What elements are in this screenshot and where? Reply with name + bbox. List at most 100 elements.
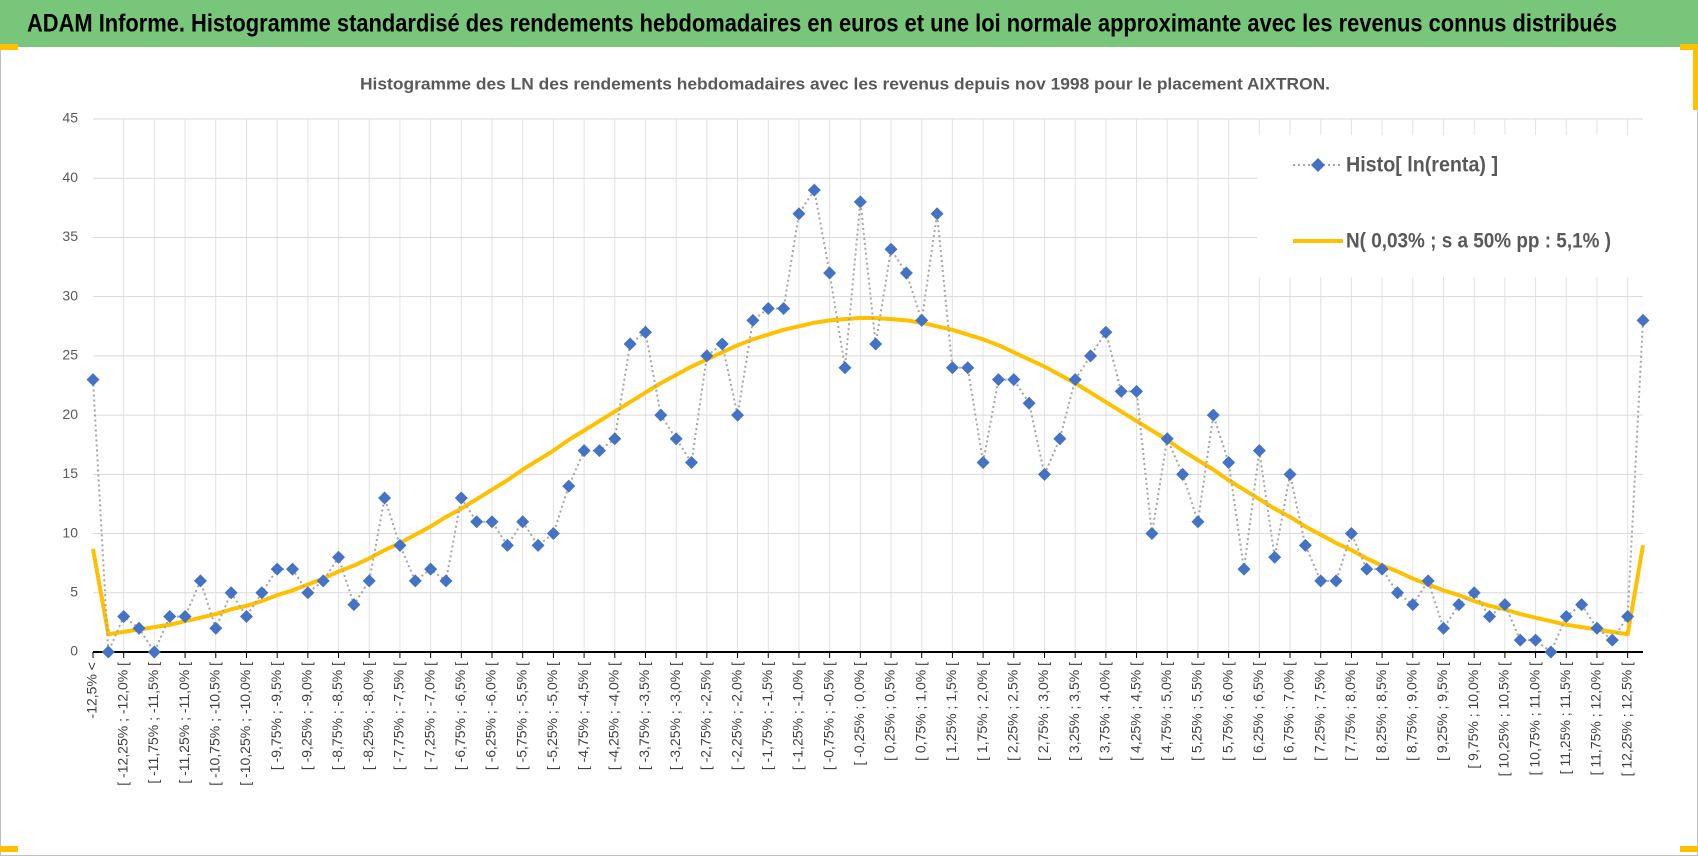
x-tick-label: [ -2,25% ; -2,0% [ [728,662,744,770]
data-point [1452,598,1466,612]
data-point [562,479,576,493]
x-tick-label: [ 10,25% ; 10,5% [ [1496,662,1512,777]
x-tick-label: [ 4,75% ; 5,0% [ [1158,662,1174,761]
page-title: ADAM Informe. Histogramme standardisé de… [27,10,1617,38]
x-tick-label: [ 5,75% ; 6,0% [ [1219,662,1235,761]
x-tick-label: [ -7,75% ; -7,5% [ [391,662,407,770]
x-tick-label: [ 2,75% ; 3,0% [ [1035,662,1051,761]
x-tick-label: [ -10,25% ; -10,0% [ [237,662,253,786]
y-tick-label: 0 [70,643,78,659]
data-point [1298,538,1312,552]
data-point [792,207,806,221]
x-tick-label: [ -4,25% ; -4,0% [ [605,662,621,770]
data-point [485,515,499,529]
data-point [1467,586,1481,600]
data-point [270,562,284,576]
x-tick-label: [ -6,75% ; -6,5% [ [452,662,468,770]
x-tick-label: [ 7,25% ; 7,5% [ [1311,662,1327,761]
data-point [255,586,269,600]
x-tick-label: [ -3,25% ; -3,0% [ [667,662,683,770]
data-point [546,527,560,541]
data-point [1283,467,1297,481]
x-tick-label: [ 8,75% ; 9,0% [ [1404,662,1420,761]
data-point [1037,467,1051,481]
x-tick-label: [ -4,75% ; -4,5% [ [575,662,591,770]
y-tick-label: 40 [62,169,78,185]
data-point [1160,432,1174,446]
x-tick-label: [ -8,75% ; -8,5% [ [329,662,345,770]
data-point [577,444,591,458]
data-point [1513,633,1527,647]
x-tick-label: [ 2,25% ; 2,5% [ [1004,662,1020,761]
x-tick-label: [ -11,25% ; -11,0% [ [176,662,192,784]
data-point [454,491,468,505]
data-point [1268,550,1282,564]
data-point [592,444,606,458]
data-point [1222,455,1236,469]
data-point [301,586,315,600]
data-point [1390,586,1404,600]
data-point [1421,574,1435,588]
x-tick-label: [ -8,25% ; -8,0% [ [360,662,376,770]
x-tick-label: [ 3,75% ; 4,0% [ [1097,662,1113,761]
data-point [101,645,115,659]
x-tick-label: [ -2,75% ; -2,5% [ [698,662,714,770]
x-tick-label: [ -12,25% ; -12,0% [ [114,662,130,786]
x-tick-label: [ 0,25% ; 0,5% [ [882,662,898,761]
corner [0,846,18,852]
y-tick-label: 25 [62,347,78,363]
x-tick-label: [ 12,25% ; 12,5% [ [1618,662,1634,777]
data-point [715,337,729,351]
data-point [117,609,131,623]
data-point [945,361,959,375]
x-tick-label: [ -11,75% ; -11,5% [ [145,662,161,784]
x-tick-label: [ 3,25% ; 3,5% [ [1066,662,1082,761]
x-tick-label: [ 1,25% ; 1,5% [ [943,662,959,761]
data-point [700,349,714,363]
data-point [1206,408,1220,422]
x-tick-label: [ -9,75% ; -9,5% [ [268,662,284,770]
data-point [163,609,177,623]
x-tick-label: [ -3,75% ; -3,5% [ [636,662,652,770]
data-point [224,586,238,600]
x-tick-label: [ 11,25% ; 11,5% [ [1557,662,1573,774]
data-point [516,515,530,529]
x-tick-label: [ 6,75% ; 7,0% [ [1281,662,1297,761]
x-tick-label: [ 0,75% ; 1,0% [ [912,662,928,761]
data-point [470,515,484,529]
data-point [286,562,300,576]
data-point [961,361,975,375]
x-tick-label: [ 9,75% ; 10,0% [ [1465,662,1481,769]
x-tick-label: [ -1,25% ; -1,0% [ [790,662,806,770]
legend-label: N( 0,03% ; s a 50% pp : 5,1% ) [1346,230,1611,253]
data-point [1529,633,1543,647]
x-tick-label: [ -7,25% ; -7,0% [ [421,662,437,770]
data-point [869,337,883,351]
data-point [347,598,361,612]
x-tick-label: [ 8,25% ; 8,5% [ [1373,662,1389,761]
data-point [838,361,852,375]
x-tick-label: [ -0,75% ; -0,5% [ [820,662,836,770]
data-point [608,432,622,446]
data-point [132,621,146,635]
data-point [823,266,837,280]
data-point [1022,396,1036,410]
data-point [362,574,376,588]
data-point [1590,621,1604,635]
data-point [1237,562,1251,576]
legend-box [1257,135,1647,277]
data-point [1191,515,1205,529]
legend-label: Histo[ ln(renta) ] [1346,154,1498,177]
data-point [1329,574,1343,588]
data-point [761,302,775,316]
data-point [393,538,407,552]
data-point [930,207,944,221]
data-point [316,574,330,588]
data-point [1084,349,1098,363]
data-point [1559,609,1573,623]
data-point [915,313,929,327]
data-point [1636,313,1650,327]
data-point [1360,562,1374,576]
data-point [1252,444,1266,458]
